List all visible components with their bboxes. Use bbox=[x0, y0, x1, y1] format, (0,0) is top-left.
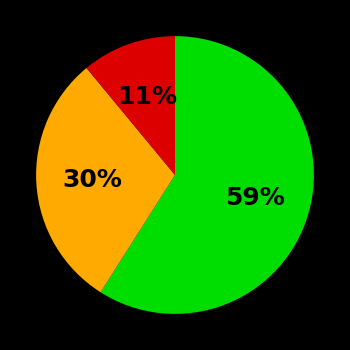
Text: 30%: 30% bbox=[62, 168, 122, 192]
Text: 59%: 59% bbox=[225, 186, 285, 210]
Text: 11%: 11% bbox=[117, 85, 177, 108]
Wedge shape bbox=[86, 36, 175, 175]
Wedge shape bbox=[36, 68, 175, 292]
Wedge shape bbox=[100, 36, 314, 314]
